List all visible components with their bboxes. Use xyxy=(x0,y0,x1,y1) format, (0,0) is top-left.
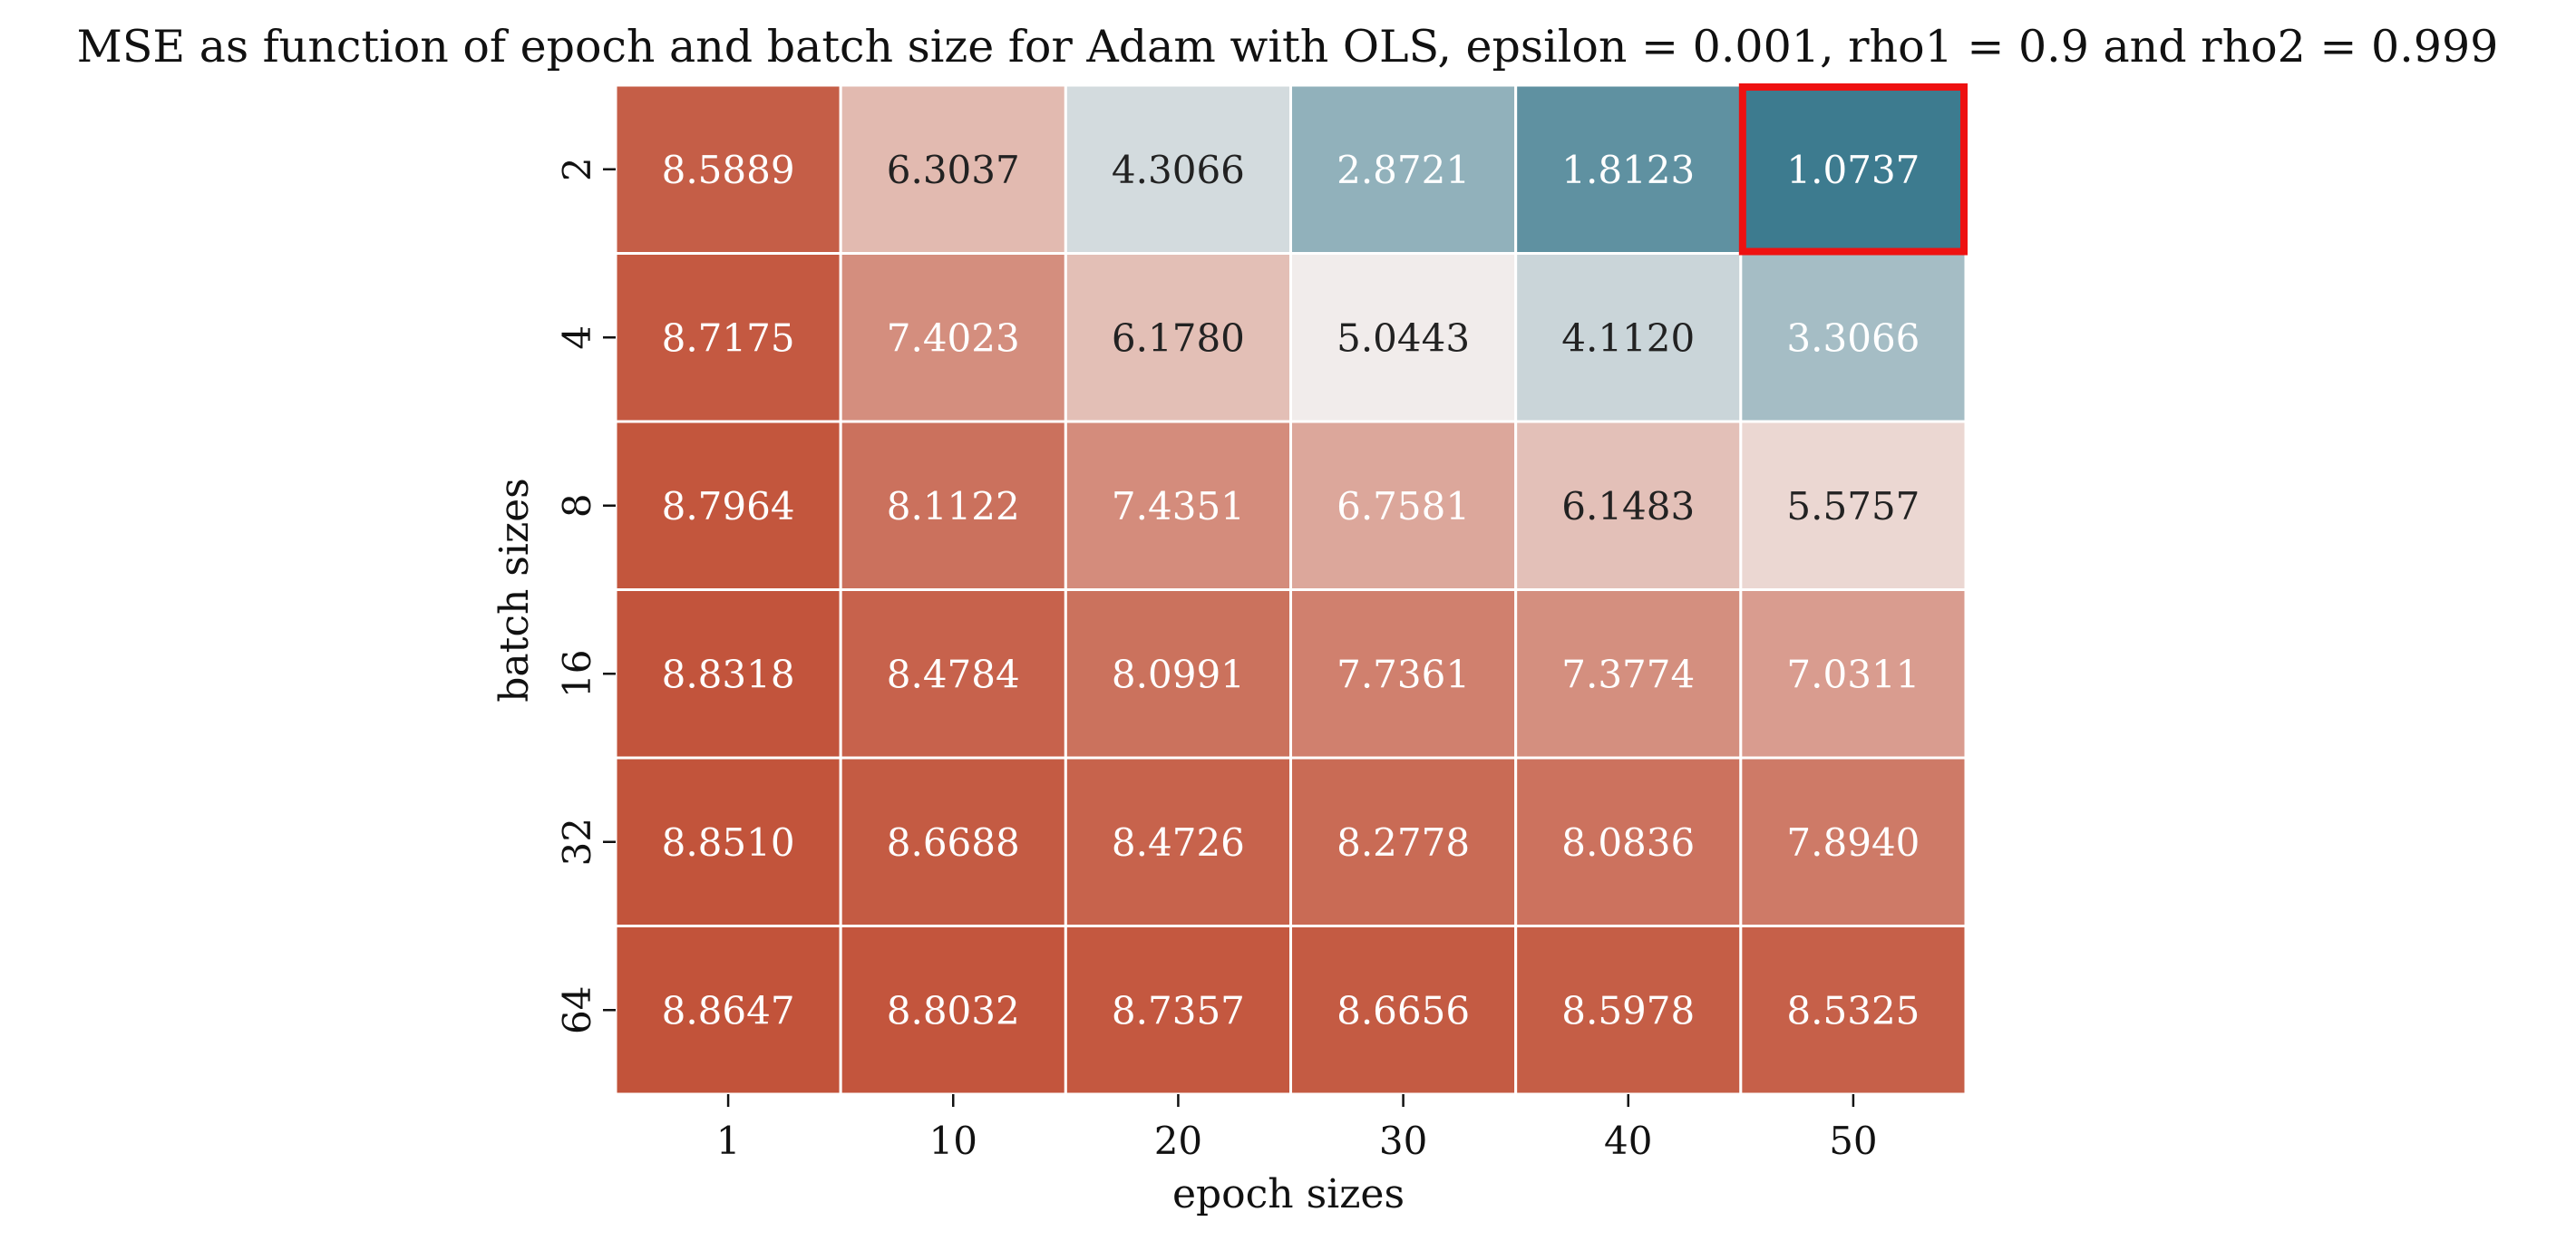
heatmap-cell xyxy=(614,83,842,255)
heatmap-cell xyxy=(614,925,842,1096)
cell-value-label: 6.7581 xyxy=(1337,484,1470,528)
cell-value-label: 4.3066 xyxy=(1112,148,1245,192)
heatmap-cell xyxy=(839,420,1067,591)
heatmap-cell xyxy=(839,252,1067,423)
cell-value-label: 8.0991 xyxy=(1112,652,1245,696)
cell-value-label: 8.7357 xyxy=(1112,988,1245,1033)
cell-value-label: 8.7175 xyxy=(662,315,795,360)
cell-value-label: 8.1122 xyxy=(887,484,1020,528)
cell-value-label: 3.3066 xyxy=(1786,315,1920,360)
heatmap-cell xyxy=(1739,588,1968,760)
heatmap-cell xyxy=(1514,588,1743,760)
cell-value-label: 8.7964 xyxy=(662,484,795,528)
heatmap-value-labels: 8.5889 6.3037 4.3066 2.8721 1.8123 1.0737 8.71… xyxy=(662,148,1920,1033)
cell-value-label: 8.5889 xyxy=(662,148,795,192)
cell-value-label: 5.5757 xyxy=(1786,484,1920,528)
heatmap-cell xyxy=(1739,83,1968,255)
heatmap-cell xyxy=(1064,756,1293,927)
heatmap-cell xyxy=(1739,925,1968,1096)
cell-value-label: 8.8647 xyxy=(662,988,795,1033)
x-tick-label: 30 xyxy=(1379,1119,1427,1163)
cell-value-label: 8.8318 xyxy=(662,652,795,696)
cell-value-label: 8.0836 xyxy=(1561,820,1695,865)
heatmap-cell xyxy=(1739,420,1968,591)
heatmap-cell xyxy=(1289,588,1518,760)
cell-value-label: 7.4351 xyxy=(1112,484,1245,528)
y-tick-label: 2 xyxy=(555,157,599,181)
x-tick-label: 20 xyxy=(1154,1119,1202,1163)
cell-value-label: 8.8032 xyxy=(887,988,1020,1033)
heatmap-cell xyxy=(1739,756,1968,927)
heatmap-cell xyxy=(1514,420,1743,591)
heatmap-cells xyxy=(614,83,1968,1096)
x-tick-label: 50 xyxy=(1829,1119,1877,1163)
cell-value-label: 8.6656 xyxy=(1337,988,1470,1033)
heatmap-cell xyxy=(1289,756,1518,927)
chart-title: MSE as function of epoch and batch size … xyxy=(77,21,2499,73)
y-tick-label: 16 xyxy=(555,650,599,698)
cell-value-label: 8.4784 xyxy=(887,652,1020,696)
cell-value-label: 1.0737 xyxy=(1786,148,1920,192)
cell-value-label: 8.4726 xyxy=(1112,820,1245,865)
cell-value-label: 6.1483 xyxy=(1561,484,1695,528)
cell-value-label: 8.8510 xyxy=(662,820,795,865)
cell-value-label: 8.2778 xyxy=(1337,820,1470,865)
min-value-highlight-box xyxy=(1738,83,1968,256)
y-tick-label: 8 xyxy=(555,493,599,518)
cell-value-label: 8.6688 xyxy=(887,820,1020,865)
x-axis: 1 10 20 30 40 50 xyxy=(716,1094,1878,1163)
cell-value-label: 2.8721 xyxy=(1337,148,1470,192)
cell-value-label: 6.1780 xyxy=(1112,315,1245,360)
cell-value-label: 4.1120 xyxy=(1561,315,1695,360)
heatmap-cell xyxy=(1514,925,1743,1096)
x-tick-label: 1 xyxy=(716,1119,741,1163)
x-tick-label: 40 xyxy=(1604,1119,1652,1163)
y-axis: 2 4 8 16 32 64 xyxy=(555,157,616,1034)
cell-value-label: 7.4023 xyxy=(887,315,1020,360)
heatmap-cell xyxy=(1739,252,1968,423)
cell-value-label: 5.0443 xyxy=(1337,315,1470,360)
cell-value-label: 8.5325 xyxy=(1786,988,1920,1033)
heatmap-cell xyxy=(614,588,842,760)
heatmap-cell xyxy=(1289,420,1518,591)
heatmap-cell xyxy=(1064,83,1293,255)
x-tick-label: 10 xyxy=(929,1119,977,1163)
heatmap-cell xyxy=(1289,252,1518,423)
y-tick-label: 32 xyxy=(555,818,599,866)
y-axis-label: batch sizes xyxy=(491,478,538,703)
cell-value-label: 6.3037 xyxy=(887,148,1020,192)
cell-value-label: 1.8123 xyxy=(1561,148,1695,192)
y-tick-label: 4 xyxy=(555,325,599,350)
cell-value-label: 7.8940 xyxy=(1786,820,1920,865)
cell-value-label: 7.7361 xyxy=(1337,652,1470,696)
cell-value-label: 7.3774 xyxy=(1561,652,1695,696)
cell-value-label: 8.5978 xyxy=(1561,988,1695,1033)
x-axis-label: epoch sizes xyxy=(1172,1171,1405,1217)
heatmap-cell xyxy=(614,756,842,927)
heatmap-cell xyxy=(839,588,1067,760)
heatmap-cell xyxy=(1289,83,1518,255)
y-tick-label: 64 xyxy=(555,986,599,1034)
heatmap-cell xyxy=(839,83,1067,255)
heatmap-cell xyxy=(1064,588,1293,760)
heatmap-cell xyxy=(1514,756,1743,927)
cell-value-label: 7.0311 xyxy=(1786,652,1920,696)
min-highlight-layer xyxy=(1738,83,1968,256)
